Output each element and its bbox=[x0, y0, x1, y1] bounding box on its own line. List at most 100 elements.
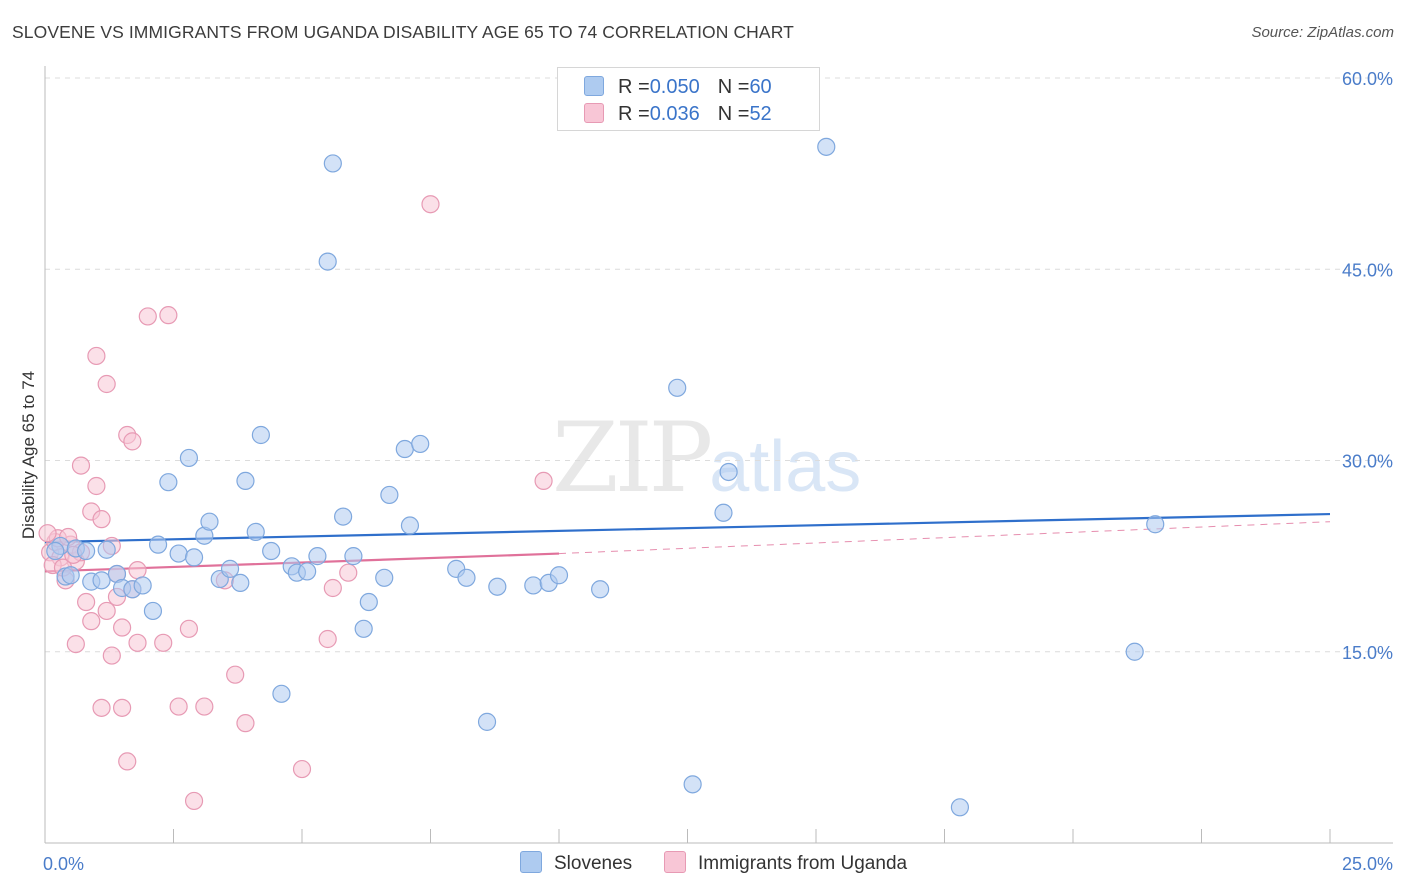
point-uganda bbox=[323, 578, 342, 598]
point-uganda bbox=[128, 633, 147, 652]
trend-line-slovenes bbox=[44, 512, 1331, 544]
point-slovenes bbox=[334, 507, 353, 526]
point-uganda bbox=[318, 629, 337, 649]
point-slovenes bbox=[668, 378, 687, 397]
point-slovenes bbox=[457, 568, 476, 587]
point-uganda bbox=[534, 471, 553, 490]
point-slovenes bbox=[380, 485, 399, 505]
point-slovenes bbox=[251, 425, 270, 445]
point-uganda bbox=[421, 195, 440, 214]
point-uganda bbox=[195, 697, 214, 716]
point-slovenes bbox=[46, 541, 65, 561]
y-tick-label: 15.0% bbox=[1342, 643, 1393, 663]
point-slovenes bbox=[400, 516, 420, 535]
x-tick-label: 0.0% bbox=[43, 854, 84, 874]
point-slovenes bbox=[359, 592, 378, 612]
point-slovenes bbox=[375, 568, 394, 587]
y-axis-label: Disability Age 65 to 74 bbox=[19, 371, 38, 539]
point-uganda bbox=[169, 697, 188, 716]
point-slovenes bbox=[1146, 515, 1165, 534]
x-tick-label: 25.0% bbox=[1342, 854, 1393, 874]
point-uganda bbox=[138, 307, 157, 326]
point-slovenes bbox=[272, 684, 291, 703]
data-points bbox=[38, 137, 1165, 817]
point-slovenes bbox=[714, 503, 733, 522]
legend-n-label: N = bbox=[717, 76, 750, 98]
point-slovenes bbox=[77, 541, 96, 561]
legend-r-label: R = bbox=[618, 76, 650, 98]
point-uganda bbox=[123, 432, 142, 451]
point-slovenes bbox=[179, 448, 199, 468]
legend-r-value: 0.036 bbox=[649, 103, 700, 125]
point-slovenes bbox=[92, 571, 111, 590]
point-slovenes bbox=[318, 252, 337, 271]
point-uganda bbox=[128, 561, 147, 580]
point-slovenes bbox=[231, 573, 250, 593]
axes bbox=[44, 66, 1393, 844]
point-uganda bbox=[66, 634, 85, 654]
point-slovenes bbox=[148, 535, 168, 554]
point-slovenes bbox=[477, 712, 497, 731]
point-slovenes bbox=[169, 544, 188, 563]
point-slovenes bbox=[323, 154, 342, 173]
point-uganda bbox=[87, 476, 106, 496]
point-slovenes bbox=[143, 601, 163, 621]
point-slovenes bbox=[354, 619, 373, 638]
bottom-legend-swatch-uganda bbox=[664, 851, 686, 873]
trend-line-uganda-extension bbox=[558, 521, 1331, 555]
point-slovenes bbox=[549, 566, 569, 585]
point-slovenes bbox=[97, 540, 116, 559]
point-slovenes bbox=[308, 547, 327, 566]
point-slovenes bbox=[524, 576, 543, 595]
point-uganda bbox=[92, 510, 111, 529]
point-slovenes bbox=[61, 566, 80, 585]
y-tick-label: 60.0% bbox=[1342, 69, 1393, 89]
bottom-legend-slovenes: Slovenes bbox=[520, 851, 632, 875]
point-uganda bbox=[102, 646, 121, 665]
point-slovenes bbox=[344, 547, 363, 566]
point-uganda bbox=[154, 633, 173, 652]
point-slovenes bbox=[719, 462, 738, 482]
point-slovenes bbox=[950, 798, 970, 817]
point-uganda bbox=[97, 601, 116, 621]
point-slovenes bbox=[591, 580, 610, 599]
legend-n-label: N = bbox=[717, 103, 750, 125]
point-slovenes bbox=[159, 473, 178, 492]
legend-n-value: 52 bbox=[749, 103, 772, 125]
gridlines bbox=[45, 77, 1393, 653]
correlation-legend: R = 0.050 N = 60 R = 0.036 N = 52 bbox=[557, 67, 820, 131]
legend-n-value: 60 bbox=[749, 76, 772, 98]
point-slovenes bbox=[220, 559, 240, 578]
bottom-legend-label-uganda: Immigrants from Uganda bbox=[698, 853, 908, 874]
chart-source: Source: ZipAtlas.com bbox=[1251, 24, 1394, 41]
y-tick-label: 30.0% bbox=[1342, 452, 1393, 472]
point-slovenes bbox=[184, 548, 204, 567]
point-uganda bbox=[179, 619, 199, 638]
point-slovenes bbox=[488, 577, 507, 596]
bottom-legend-swatch-slovenes bbox=[520, 851, 542, 873]
y-tick-label: 45.0% bbox=[1342, 260, 1393, 280]
point-slovenes bbox=[1125, 642, 1144, 661]
point-slovenes bbox=[683, 775, 702, 794]
legend-swatch-slovenes bbox=[584, 76, 604, 96]
point-slovenes bbox=[200, 512, 219, 531]
point-uganda bbox=[71, 456, 91, 475]
point-uganda bbox=[97, 374, 116, 394]
chart-title: SLOVENE VS IMMIGRANTS FROM UGANDA DISABI… bbox=[12, 22, 794, 42]
watermark: ZIPatlas bbox=[552, 402, 861, 514]
point-uganda bbox=[159, 306, 178, 325]
point-slovenes bbox=[298, 562, 317, 581]
point-uganda bbox=[292, 759, 312, 779]
bottom-legend-uganda: Immigrants from Uganda bbox=[664, 851, 907, 875]
point-slovenes bbox=[246, 522, 265, 542]
axis-labels: 15.0% 30.0% 45.0% 60.0% 0.0% 25.0% Disability … bbox=[19, 69, 1393, 874]
point-slovenes bbox=[133, 576, 152, 595]
bottom-legend-label-slovenes: Slovenes bbox=[554, 853, 633, 874]
point-uganda bbox=[77, 592, 96, 612]
point-slovenes bbox=[262, 541, 281, 561]
point-uganda bbox=[226, 665, 245, 684]
point-uganda bbox=[184, 791, 204, 811]
point-slovenes bbox=[395, 439, 414, 459]
legend-swatch-uganda bbox=[584, 103, 604, 123]
